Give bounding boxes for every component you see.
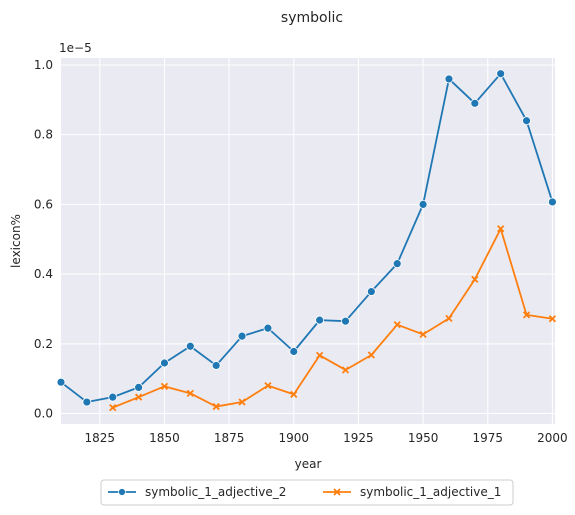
x-marker-stroke xyxy=(367,351,376,359)
x-marker-stroke xyxy=(109,403,117,412)
data-point-series-2 xyxy=(341,366,350,374)
data-point-series-1 xyxy=(366,287,376,296)
x-marker-stroke xyxy=(419,330,427,339)
legend-label-series-1: symbolic_1_adjective_2 xyxy=(145,485,286,499)
x-tick-label: 1950 xyxy=(408,431,439,445)
y-tick-label: 0.0 xyxy=(34,407,53,421)
data-point-series-2 xyxy=(238,398,246,406)
data-point-series-2 xyxy=(290,390,298,399)
x-marker-stroke xyxy=(497,225,505,233)
data-point-series-2 xyxy=(212,402,220,411)
data-point-series-2 xyxy=(419,330,427,339)
data-point-series-1 xyxy=(211,361,221,370)
series-layer xyxy=(56,69,557,412)
data-point-series-2 xyxy=(548,315,557,323)
y-tick-label: 0.6 xyxy=(34,197,53,211)
data-point-series-1 xyxy=(522,116,531,126)
y-tick-label: 0.8 xyxy=(34,128,53,142)
x-marker-stroke xyxy=(264,382,272,390)
grid-lines xyxy=(61,58,555,424)
x-axis-label: year xyxy=(295,457,322,471)
x-tick-label: 1900 xyxy=(279,431,310,445)
x-marker-stroke xyxy=(393,321,401,329)
data-point-series-1 xyxy=(444,74,454,84)
x-tick-label: 1825 xyxy=(85,431,116,445)
data-point-series-2 xyxy=(497,225,505,233)
y-tick-label: 0.2 xyxy=(34,337,53,351)
data-point-series-2 xyxy=(134,393,143,401)
x-tick-label: 1850 xyxy=(149,431,180,445)
plot-area xyxy=(61,58,555,424)
x-tick-label: 1975 xyxy=(472,431,503,445)
x-marker-stroke xyxy=(471,275,479,283)
y-tick-label: 1.0 xyxy=(34,58,53,72)
data-point-series-1 xyxy=(82,397,92,407)
data-point-series-2 xyxy=(186,389,194,397)
data-point-series-2 xyxy=(109,403,117,412)
legend-marker-series-2 xyxy=(333,488,341,496)
data-point-series-1 xyxy=(392,259,402,269)
data-point-series-1 xyxy=(160,358,169,368)
data-point-series-1 xyxy=(289,347,299,356)
legend-box xyxy=(100,479,514,506)
x-marker-stroke xyxy=(186,389,194,397)
data-point-series-1 xyxy=(237,331,247,341)
x-marker-stroke xyxy=(134,393,143,401)
data-point-series-2 xyxy=(367,351,376,359)
data-point-series-1 xyxy=(418,199,428,209)
data-point-series-2 xyxy=(264,382,272,390)
data-point-series-2 xyxy=(471,275,479,283)
x-tick-label: 2000 xyxy=(537,431,568,445)
data-point-series-1 xyxy=(341,316,350,326)
series-line-1 xyxy=(60,72,554,403)
x-marker-stroke xyxy=(212,402,220,411)
data-point-series-1 xyxy=(185,341,195,351)
x-marker-stroke xyxy=(290,390,298,399)
tick-labels: 1825 1850 1875 1900 1925 1950 1975 2000 0.0 0.2 0.… xyxy=(34,58,568,445)
data-point-series-1 xyxy=(315,315,325,325)
legend: symbolic_1_adjective_2 symbolic_1_adject… xyxy=(100,479,514,506)
data-point-series-1 xyxy=(470,98,480,108)
data-point-series-1 xyxy=(263,323,273,333)
x-tick-label: 1875 xyxy=(214,431,245,445)
x-marker-stroke xyxy=(341,366,350,374)
legend-marker-series-1 xyxy=(118,488,126,496)
x-marker-stroke xyxy=(522,311,531,319)
y-offset-label: 1e−5 xyxy=(59,41,92,55)
x-marker-stroke xyxy=(445,314,453,323)
data-point-series-1 xyxy=(56,377,66,387)
data-point-series-1 xyxy=(496,69,506,79)
data-point-series-2 xyxy=(445,314,453,323)
data-point-series-2 xyxy=(522,311,531,319)
y-axis-label: lexicon% xyxy=(9,214,23,268)
data-point-series-1 xyxy=(548,197,557,207)
legend-label-series-2: symbolic_1_adjective_1 xyxy=(360,485,501,499)
x-marker-stroke xyxy=(548,315,557,323)
data-point-series-1 xyxy=(108,392,118,402)
data-point-series-2 xyxy=(316,351,324,359)
chart-title: symbolic xyxy=(281,10,343,26)
x-marker-stroke xyxy=(160,382,169,390)
x-tick-label: 1925 xyxy=(343,431,374,445)
data-point-series-2 xyxy=(393,321,401,329)
series-line-2 xyxy=(112,227,553,409)
y-tick-label: 0.4 xyxy=(34,267,53,281)
x-marker-stroke xyxy=(238,398,246,406)
x-marker-stroke xyxy=(316,351,324,359)
data-point-series-1 xyxy=(134,382,143,392)
data-point-series-2 xyxy=(160,382,169,390)
